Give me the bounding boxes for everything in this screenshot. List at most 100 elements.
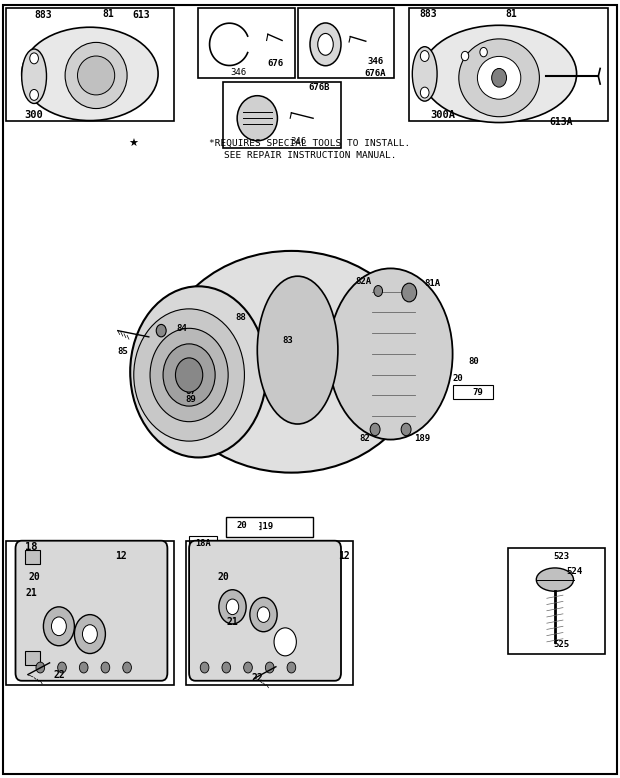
Circle shape: [420, 51, 429, 61]
Bar: [298, 8, 394, 78]
Ellipse shape: [317, 33, 334, 55]
Text: ★: ★: [128, 139, 138, 149]
Circle shape: [287, 662, 296, 673]
Text: 676B: 676B: [309, 82, 330, 92]
Text: 82: 82: [360, 433, 370, 443]
Text: 81A: 81A: [425, 279, 441, 289]
Ellipse shape: [130, 286, 267, 457]
Ellipse shape: [459, 39, 539, 117]
Ellipse shape: [257, 276, 338, 424]
FancyBboxPatch shape: [16, 541, 167, 681]
Text: 79: 79: [472, 387, 483, 397]
Ellipse shape: [22, 49, 46, 103]
Circle shape: [79, 662, 88, 673]
Circle shape: [58, 662, 66, 673]
Circle shape: [265, 662, 274, 673]
Text: ⁆19: ⁆19: [257, 521, 273, 531]
Circle shape: [51, 617, 66, 636]
Text: 18: 18: [25, 542, 37, 552]
Bar: [186, 541, 353, 685]
Text: 346: 346: [291, 137, 307, 146]
Circle shape: [222, 662, 231, 673]
Circle shape: [200, 662, 209, 673]
Text: 21: 21: [25, 588, 37, 598]
Text: 12: 12: [115, 552, 126, 561]
Text: 85: 85: [118, 347, 128, 356]
Circle shape: [244, 662, 252, 673]
Circle shape: [480, 47, 487, 57]
Ellipse shape: [477, 56, 521, 99]
Text: SEE REPAIR INSTRUCTION MANUAL.: SEE REPAIR INSTRUCTION MANUAL.: [224, 151, 396, 160]
Ellipse shape: [237, 96, 278, 141]
Circle shape: [402, 283, 417, 302]
Text: 525: 525: [554, 640, 570, 649]
Circle shape: [492, 68, 507, 87]
Text: 613A: 613A: [549, 117, 573, 127]
Circle shape: [82, 625, 97, 643]
Ellipse shape: [422, 26, 577, 122]
Ellipse shape: [536, 568, 574, 591]
Text: 84: 84: [177, 324, 187, 333]
FancyBboxPatch shape: [189, 541, 341, 681]
Text: 20: 20: [218, 573, 229, 582]
Circle shape: [43, 607, 74, 646]
Bar: [167, 370, 214, 412]
Text: 883: 883: [419, 9, 436, 19]
Ellipse shape: [163, 344, 215, 406]
Circle shape: [123, 662, 131, 673]
Bar: [189, 536, 217, 550]
Text: 88: 88: [236, 313, 246, 322]
Text: *REQUIRES SPECIAL TOOLS TO INSTALL.: *REQUIRES SPECIAL TOOLS TO INSTALL.: [210, 139, 410, 149]
Circle shape: [257, 607, 270, 622]
Bar: [453, 385, 493, 399]
Bar: [223, 82, 341, 148]
Ellipse shape: [134, 309, 244, 441]
Text: 20: 20: [237, 521, 247, 531]
Bar: [508, 548, 604, 654]
Bar: [409, 8, 608, 121]
Circle shape: [461, 51, 469, 61]
Circle shape: [36, 662, 45, 673]
Circle shape: [370, 423, 380, 436]
Bar: [226, 517, 313, 537]
Circle shape: [226, 599, 239, 615]
Text: 87: 87: [185, 387, 196, 396]
Ellipse shape: [329, 268, 453, 440]
Text: 300: 300: [25, 110, 43, 120]
Text: 676A: 676A: [365, 68, 386, 78]
Text: 22: 22: [53, 671, 64, 680]
Text: 81: 81: [506, 9, 517, 19]
Text: 12: 12: [339, 552, 350, 561]
Bar: [25, 651, 40, 665]
Text: 22: 22: [252, 674, 263, 683]
Bar: [198, 8, 294, 78]
Ellipse shape: [22, 27, 158, 121]
Ellipse shape: [310, 23, 341, 66]
Bar: [6, 541, 174, 685]
Text: 346: 346: [367, 57, 383, 66]
Text: 21: 21: [227, 618, 238, 627]
Circle shape: [74, 615, 105, 654]
Text: 883: 883: [35, 10, 52, 19]
Text: 346: 346: [231, 68, 247, 77]
Text: 86: 86: [185, 378, 196, 387]
Text: 82A: 82A: [356, 277, 372, 286]
Text: 83: 83: [282, 336, 293, 345]
Circle shape: [250, 598, 277, 632]
Text: 676: 676: [268, 59, 284, 68]
Text: 613: 613: [133, 10, 150, 19]
Text: 523: 523: [554, 552, 570, 561]
Circle shape: [420, 87, 429, 98]
Bar: [25, 550, 40, 564]
Circle shape: [219, 590, 246, 624]
Text: 89: 89: [185, 395, 196, 405]
Text: 189: 189: [414, 433, 430, 443]
Ellipse shape: [150, 328, 228, 422]
Circle shape: [30, 53, 38, 64]
Text: 81: 81: [103, 9, 114, 19]
Text: 300A: 300A: [431, 110, 456, 120]
Circle shape: [156, 324, 166, 337]
Circle shape: [101, 662, 110, 673]
Circle shape: [175, 358, 203, 392]
Ellipse shape: [161, 251, 422, 473]
